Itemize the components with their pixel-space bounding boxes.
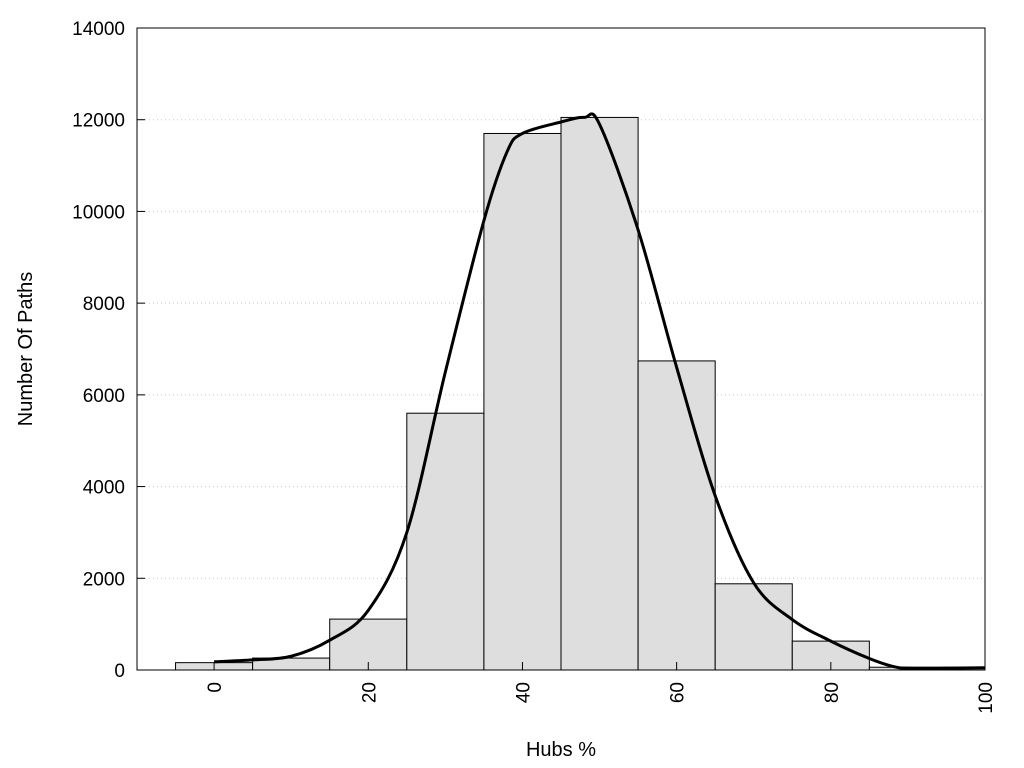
- density-curve-line: [214, 112, 986, 670]
- y-tick-label: 6000: [83, 386, 125, 407]
- histogram-bars: [175, 116, 986, 671]
- y-tick-label: 2000: [83, 569, 125, 590]
- y-tick-label: 12000: [72, 111, 125, 132]
- y-tick-label: 4000: [83, 478, 125, 499]
- x-tick-label: 0: [205, 682, 226, 693]
- x-tick-label: 80: [822, 682, 843, 703]
- x-axis-title: Hubs %: [526, 739, 596, 761]
- x-tick-label: 40: [513, 682, 534, 703]
- y-axis-title: Number Of Paths: [15, 272, 37, 427]
- y-tick-label: 14000: [72, 19, 125, 40]
- histogram-bar: [560, 116, 639, 671]
- y-tick-label: 10000: [72, 202, 125, 223]
- x-tick-label: 20: [359, 682, 380, 703]
- x-axis-ticks: 0 20 40 60 80 100: [205, 662, 997, 714]
- y-tick-label: 0: [114, 661, 125, 682]
- x-tick-label: 60: [668, 682, 689, 703]
- histogram-bar: [406, 412, 485, 671]
- histogram-bar: [483, 132, 562, 671]
- y-axis-ticks: 0 2000 4000 6000 8000 10000 12000 14000: [72, 19, 145, 682]
- density-curve: [214, 112, 986, 670]
- y-tick-label: 8000: [83, 294, 125, 315]
- histogram-bar: [637, 360, 716, 671]
- histogram-bar: [329, 618, 408, 671]
- plot-frame: [136, 27, 986, 671]
- histogram-bar: [714, 583, 793, 671]
- x-tick-label: 100: [976, 682, 997, 714]
